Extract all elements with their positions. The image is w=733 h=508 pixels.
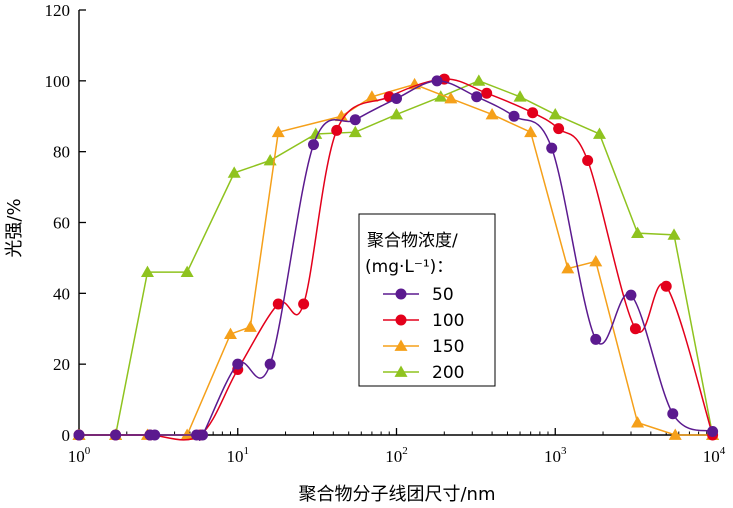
data-point-150 (524, 125, 538, 138)
legend-marker (394, 339, 408, 351)
y-tick-label: 0 (62, 426, 71, 445)
y-tick-label: 80 (53, 143, 70, 162)
data-point-50 (73, 429, 85, 441)
data-point-50 (707, 425, 719, 437)
series-50 (73, 75, 719, 441)
x-tick-label: 100 (68, 445, 91, 466)
x-tick-label: 104 (703, 445, 726, 466)
data-point-50 (471, 91, 483, 103)
y-tick-label: 60 (53, 214, 70, 233)
data-point-200 (548, 107, 562, 120)
data-point-200 (513, 90, 527, 102)
data-point-150 (444, 92, 458, 104)
data-point-200 (631, 226, 645, 238)
y-ticks: 0 20 40 60 80 100 120 (45, 1, 86, 445)
legend-label: 50 (432, 285, 454, 305)
data-point-200 (390, 107, 403, 120)
axes: 100 101 102 103 104 0 20 40 60 80 100 120 (45, 1, 726, 466)
data-point-150 (271, 125, 285, 138)
data-point-50 (232, 358, 244, 370)
data-point-150 (334, 109, 348, 122)
x-ticks: 100 101 102 103 104 (68, 428, 726, 466)
data-point-100 (582, 155, 594, 167)
data-point-200 (434, 90, 448, 102)
y-tick-label: 20 (53, 355, 70, 374)
data-point-150 (365, 90, 379, 102)
y-tick-label: 40 (53, 284, 70, 303)
legend-entry-100: 100 (383, 311, 464, 331)
data-point-50 (508, 110, 520, 122)
data-point-50 (546, 142, 558, 154)
legend-label: 200 (432, 363, 464, 383)
y-tick-label: 120 (45, 1, 71, 20)
data-point-50 (625, 289, 637, 301)
data-point-150 (589, 254, 603, 267)
data-point-100 (481, 87, 493, 99)
data-point-50 (110, 429, 122, 441)
x-tick-label: 101 (227, 445, 250, 466)
data-point-150 (223, 327, 237, 339)
data-point-150 (485, 107, 499, 120)
legend-marker (395, 314, 407, 326)
data-point-200 (593, 127, 607, 139)
data-point-150 (631, 416, 645, 428)
data-point-50 (264, 358, 276, 370)
data-point-100 (660, 280, 672, 292)
data-point-100 (331, 124, 343, 136)
data-point-100 (527, 107, 539, 119)
data-point-50 (349, 114, 361, 126)
data-point-200 (180, 265, 194, 277)
data-point-150 (180, 428, 194, 440)
x-tick-label: 103 (544, 445, 567, 466)
series-layer (72, 73, 720, 441)
data-point-100 (298, 298, 310, 310)
data-point-50 (590, 333, 602, 345)
legend: 聚合物浓度/ (mg·L⁻¹)： 50 100 150 200 (358, 213, 496, 387)
x-axis-title: 聚合物分子线团尺寸/nm (298, 484, 495, 505)
data-point-200 (472, 74, 486, 86)
data-point-200 (348, 125, 362, 138)
data-point-150 (561, 262, 575, 274)
data-point-100 (629, 323, 641, 335)
legend-label: 100 (432, 311, 464, 331)
data-point-200 (667, 228, 681, 240)
y-tick-label: 100 (45, 72, 71, 91)
data-point-50 (307, 139, 319, 151)
legend-entry-200: 200 (383, 363, 464, 383)
data-point-50 (391, 93, 402, 105)
data-point-200 (309, 127, 323, 139)
legend-title-line1: 聚合物浓度/ (367, 231, 458, 251)
legend-entry-150: 150 (383, 337, 464, 357)
data-point-150 (243, 320, 257, 332)
data-point-150 (668, 428, 682, 440)
legend-marker (394, 365, 408, 377)
data-point-50 (149, 429, 161, 441)
legend-label: 150 (432, 337, 464, 357)
data-point-100 (553, 123, 565, 135)
y-axis-title: 光强/% (4, 198, 25, 257)
legend-box (358, 213, 496, 387)
data-point-100 (272, 298, 284, 310)
x-tick-label: 102 (385, 445, 408, 466)
data-point-200 (227, 166, 241, 178)
data-point-200 (140, 265, 154, 277)
legend-entries: 50 100 150 200 (383, 285, 464, 383)
data-point-50 (197, 429, 209, 441)
legend-marker (395, 288, 407, 300)
legend-entry-50: 50 (383, 285, 454, 305)
legend-title-line2: (mg·L⁻¹)： (365, 257, 453, 277)
data-point-50 (667, 408, 679, 420)
data-point-50 (431, 75, 443, 87)
